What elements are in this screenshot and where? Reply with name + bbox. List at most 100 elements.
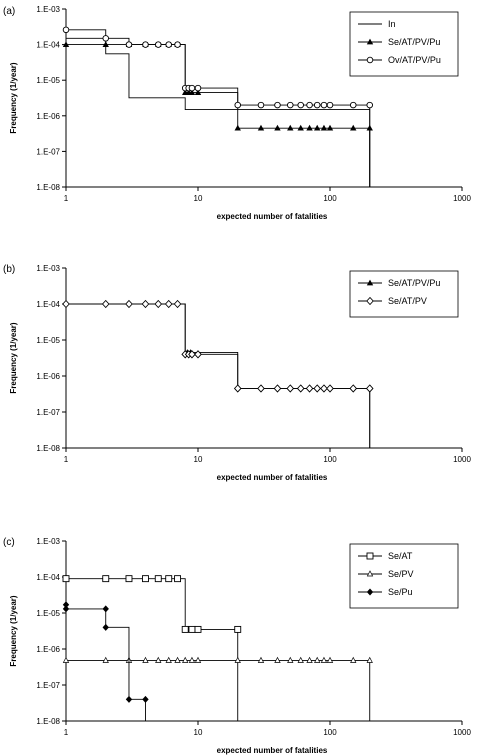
series-marker <box>305 384 314 393</box>
series-line <box>66 44 371 187</box>
x-axis-title: expected number of fatalities <box>217 473 328 482</box>
series-marker <box>142 656 149 663</box>
series-marker <box>349 101 357 109</box>
series-marker <box>234 656 241 663</box>
x-axis-title: expected number of fatalities <box>217 212 328 221</box>
legend-swatch-marker <box>366 588 374 596</box>
legend: Se/AT Se/PV Se/Pu <box>349 543 459 609</box>
series-2 <box>62 299 374 448</box>
series-marker <box>314 124 321 131</box>
series-marker <box>142 695 149 703</box>
x-tick-label: 1000 <box>453 455 471 464</box>
x-tick-label: 100 <box>323 455 337 464</box>
series-marker <box>62 605 70 613</box>
series-marker <box>165 575 173 583</box>
legend-swatch-marker <box>366 56 374 64</box>
series-marker <box>174 575 182 583</box>
y-tick-label: 1.E-03 <box>36 264 60 273</box>
series-marker <box>102 575 110 583</box>
series-marker <box>154 299 163 309</box>
series-line <box>66 303 371 448</box>
y-tick-label: 1.E-06 <box>36 645 60 654</box>
y-tick-label: 1.E-08 <box>36 444 60 453</box>
series-marker <box>102 35 109 42</box>
series-marker <box>101 299 110 309</box>
y-tick-label: 1.E-03 <box>36 537 60 546</box>
series-3 <box>62 26 373 187</box>
series-marker <box>142 575 149 583</box>
y-tick-label: 1.E-03 <box>36 5 60 14</box>
series-marker <box>349 384 358 393</box>
panel-label: (a) <box>3 6 15 17</box>
series-marker <box>313 101 321 109</box>
series-1 <box>62 575 242 721</box>
y-axis-title: Frequency (1/year) <box>9 595 18 666</box>
series-marker <box>306 124 313 131</box>
y-tick-label: 1.E-05 <box>36 609 60 618</box>
chart-panel-2: (b) 1.E-08 1.E-07 1.E-06 1.E-05 1.E-04 1.E-03 1… <box>3 264 471 482</box>
y-tick-label: 1.E-08 <box>36 717 60 726</box>
legend: Se/AT/PV/Pu Se/AT/PV <box>349 270 459 318</box>
series-marker <box>155 41 162 48</box>
legend-label: Se/AT <box>388 551 413 561</box>
y-tick-label: 1.E-07 <box>36 408 60 417</box>
series-marker <box>306 656 313 663</box>
series-marker <box>102 623 109 631</box>
series-marker <box>234 124 241 131</box>
series-marker <box>350 124 357 131</box>
series-marker <box>320 101 328 109</box>
x-tick-label: 1 <box>64 728 69 737</box>
series-marker <box>233 384 242 393</box>
y-tick-label: 1.E-06 <box>36 112 60 121</box>
x-tick-label: 100 <box>323 728 337 737</box>
y-tick-label: 1.E-04 <box>36 300 60 309</box>
series-marker <box>62 575 70 583</box>
series-marker <box>350 656 357 663</box>
x-tick-label: 100 <box>323 194 337 203</box>
series-marker <box>326 656 334 663</box>
series-1 <box>66 303 371 448</box>
series-marker <box>274 101 281 109</box>
series-marker <box>142 41 149 48</box>
panel-label: (b) <box>3 264 15 275</box>
y-tick-label: 1.E-05 <box>36 336 60 345</box>
legend-label: Se/AT/PV/Pu <box>388 37 440 47</box>
series-line <box>66 578 239 721</box>
series-marker <box>287 101 294 109</box>
y-tick-label: 1.E-05 <box>36 76 60 85</box>
series-marker <box>62 41 70 47</box>
series-marker <box>188 625 196 633</box>
series-marker <box>313 384 322 393</box>
x-tick-label: 1 <box>64 194 69 203</box>
y-tick-label: 1.E-04 <box>36 41 60 50</box>
chart-panel-3: (c) 1.E-08 1.E-07 1.E-06 1.E-05 1.E-04 1.E-03 1… <box>3 537 471 755</box>
legend-label: Ov/AT/PV/Pu <box>388 55 441 65</box>
legend-label: Se/Pu <box>388 587 413 597</box>
legend-label: Se/AT/PV <box>388 296 427 306</box>
series-marker <box>174 656 181 663</box>
x-tick-label: 1000 <box>453 728 471 737</box>
series-marker <box>296 384 305 393</box>
series-marker <box>173 299 182 309</box>
series-marker <box>234 101 241 109</box>
series-marker <box>257 656 265 663</box>
series-marker <box>366 656 373 663</box>
x-tick-label: 10 <box>194 728 203 737</box>
legend-swatch-marker <box>366 570 374 577</box>
legend-swatch-marker <box>366 296 374 306</box>
y-tick-label: 1.E-07 <box>36 681 60 690</box>
series-marker <box>297 101 304 109</box>
panel-label: (c) <box>3 537 15 548</box>
x-tick-label: 10 <box>194 194 203 203</box>
series-marker <box>194 656 202 663</box>
series-3 <box>62 601 149 721</box>
series-marker <box>155 656 162 663</box>
x-tick-label: 1000 <box>453 194 471 203</box>
legend-label: Se/AT/PV/Pu <box>388 278 440 288</box>
series-marker <box>287 124 294 131</box>
series-marker <box>125 575 133 583</box>
series-2 <box>62 656 373 721</box>
x-tick-label: 1 <box>64 455 69 464</box>
chart-panel-1: (a) 1.E-08 1.E-07 1.E-06 1.E-05 1.E-04 1.E-03 1… <box>3 5 471 221</box>
